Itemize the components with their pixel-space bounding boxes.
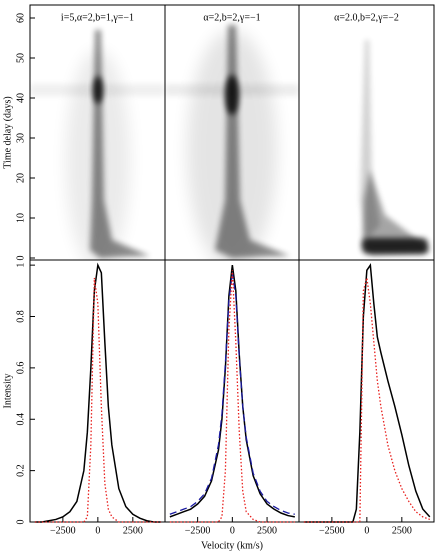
y-tick-label: 60 [15,13,26,23]
x-tick-label: 2500 [392,525,412,536]
y-tick-label: 0.2 [15,464,26,477]
y-tick-label: 50 [15,53,26,63]
panel-title: i=5,α=2,b=1,γ=−1 [61,12,134,23]
x-tick-label: −2500 [319,525,345,536]
y-tick-label: 40 [15,93,26,103]
x-tick-label: 2500 [257,525,277,536]
profile-line [169,272,295,515]
delay-map-1 [30,30,165,260]
y-axis-label: Time delay (days) [2,96,13,168]
y-axis-label: Intensity [2,374,13,409]
x-tick-label: 0 [364,525,369,536]
delay-map-3 [360,40,430,255]
y-tick-label: 0 [15,256,26,261]
y-tick-label: 0.6 [15,362,26,375]
profile-line [303,277,431,523]
y-tick-label: 0 [15,520,26,525]
panel-title: α=2,b=2,γ=−1 [203,12,260,23]
y-tick-label: 30 [15,133,26,143]
y-tick-label: 1 [15,263,26,268]
panel-title: α=2.0,b=2,γ=−2 [334,12,399,23]
y-tick-label: 0.4 [15,413,26,426]
y-tick-label: 20 [15,173,26,183]
delay-map-2 [165,25,299,260]
y-tick-label: 10 [15,213,26,223]
x-tick-label: −2500 [185,525,211,536]
x-axis-label: Velocity (km/s) [201,540,263,551]
panel-frame [164,259,300,523]
profile-line [34,277,161,523]
x-tick-label: −2500 [50,525,76,536]
x-tick-label: 2500 [123,525,143,536]
profile-line [303,262,431,523]
x-tick-label: 0 [230,525,235,536]
profile-line [34,262,161,523]
x-tick-label: 0 [95,525,100,536]
profile-line [169,265,295,518]
y-tick-label: 0.8 [15,310,26,323]
profile-line [169,270,295,523]
